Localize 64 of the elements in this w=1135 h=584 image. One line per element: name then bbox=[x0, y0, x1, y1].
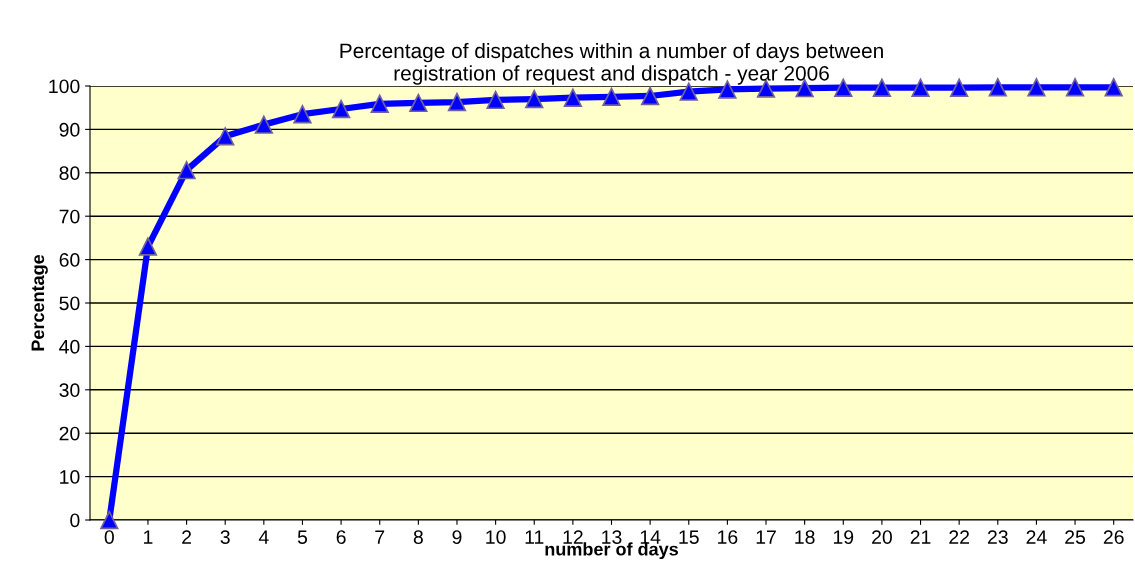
y-tick-label: 80 bbox=[59, 166, 80, 181]
point bbox=[525, 89, 544, 109]
x-tick-label: 15 bbox=[679, 530, 699, 544]
point bbox=[1104, 78, 1123, 97]
point bbox=[1027, 78, 1046, 97]
point bbox=[486, 90, 505, 110]
x-tick-label: 25 bbox=[1065, 530, 1086, 544]
y-tick-label: 90 bbox=[59, 122, 80, 137]
point bbox=[138, 237, 158, 256]
point bbox=[602, 87, 621, 107]
x-tick-label: 0 bbox=[104, 530, 114, 544]
y-axis-title: Percentage bbox=[31, 254, 48, 351]
x-tick-label: 6 bbox=[336, 530, 346, 544]
x-tick-label: 12 bbox=[563, 530, 583, 544]
y-tick-label: 60 bbox=[59, 253, 80, 267]
x-tick-label: 9 bbox=[452, 530, 462, 544]
point bbox=[254, 115, 274, 134]
x-tick-label: 2 bbox=[182, 530, 192, 544]
x-tick-label: 21 bbox=[910, 530, 931, 544]
chart-title: Percentage of dispatches within a number of days between registration of request and dispatch - year 2006 bbox=[340, 42, 883, 85]
point bbox=[640, 86, 660, 106]
y-tick-label: 0 bbox=[70, 513, 80, 528]
point bbox=[293, 105, 312, 124]
x-tick-label: 26 bbox=[1103, 530, 1124, 544]
point bbox=[216, 127, 235, 146]
x-tick-label: 3 bbox=[220, 530, 230, 544]
x-tick-label: 24 bbox=[1026, 530, 1047, 544]
x-tick-label: 19 bbox=[833, 530, 854, 544]
x-tick-label: 1 bbox=[144, 530, 153, 544]
x-tick-label: 13 bbox=[602, 530, 622, 544]
x-tick-label: 14 bbox=[640, 530, 661, 544]
y-tick-label: 10 bbox=[60, 470, 80, 484]
point bbox=[872, 78, 892, 97]
y-tick-label: 50 bbox=[59, 296, 80, 311]
x-tick-label: 18 bbox=[795, 530, 815, 544]
point bbox=[834, 78, 853, 97]
point bbox=[718, 80, 737, 99]
y-tick-label: 40 bbox=[59, 339, 80, 354]
y-tick-label: 20 bbox=[59, 426, 80, 441]
point bbox=[1065, 78, 1085, 97]
point bbox=[447, 92, 467, 112]
x-tick-label: 4 bbox=[258, 530, 269, 544]
x-tick-label: 5 bbox=[297, 530, 308, 544]
x-tick-label: 16 bbox=[718, 530, 738, 544]
x-tick-label: 8 bbox=[413, 530, 423, 544]
x-tick-label: 11 bbox=[525, 530, 544, 544]
point bbox=[563, 88, 583, 107]
x-tick-label: 22 bbox=[949, 530, 970, 544]
x-tick-label: 17 bbox=[756, 530, 776, 544]
point bbox=[370, 94, 389, 113]
y-tick-label: 30 bbox=[59, 383, 80, 398]
y-tick-label: 100 bbox=[49, 79, 80, 94]
point bbox=[409, 93, 428, 113]
y-tick-label: 70 bbox=[59, 209, 80, 224]
point bbox=[911, 78, 930, 97]
point bbox=[331, 99, 351, 119]
point bbox=[177, 161, 196, 180]
x-tick-label: 7 bbox=[375, 530, 385, 544]
x-tick-label: 10 bbox=[486, 530, 506, 544]
point bbox=[988, 78, 1007, 97]
point bbox=[100, 510, 119, 530]
x-tick-label: 20 bbox=[872, 530, 892, 544]
point bbox=[949, 78, 969, 97]
x-tick-label: 23 bbox=[987, 530, 1008, 544]
